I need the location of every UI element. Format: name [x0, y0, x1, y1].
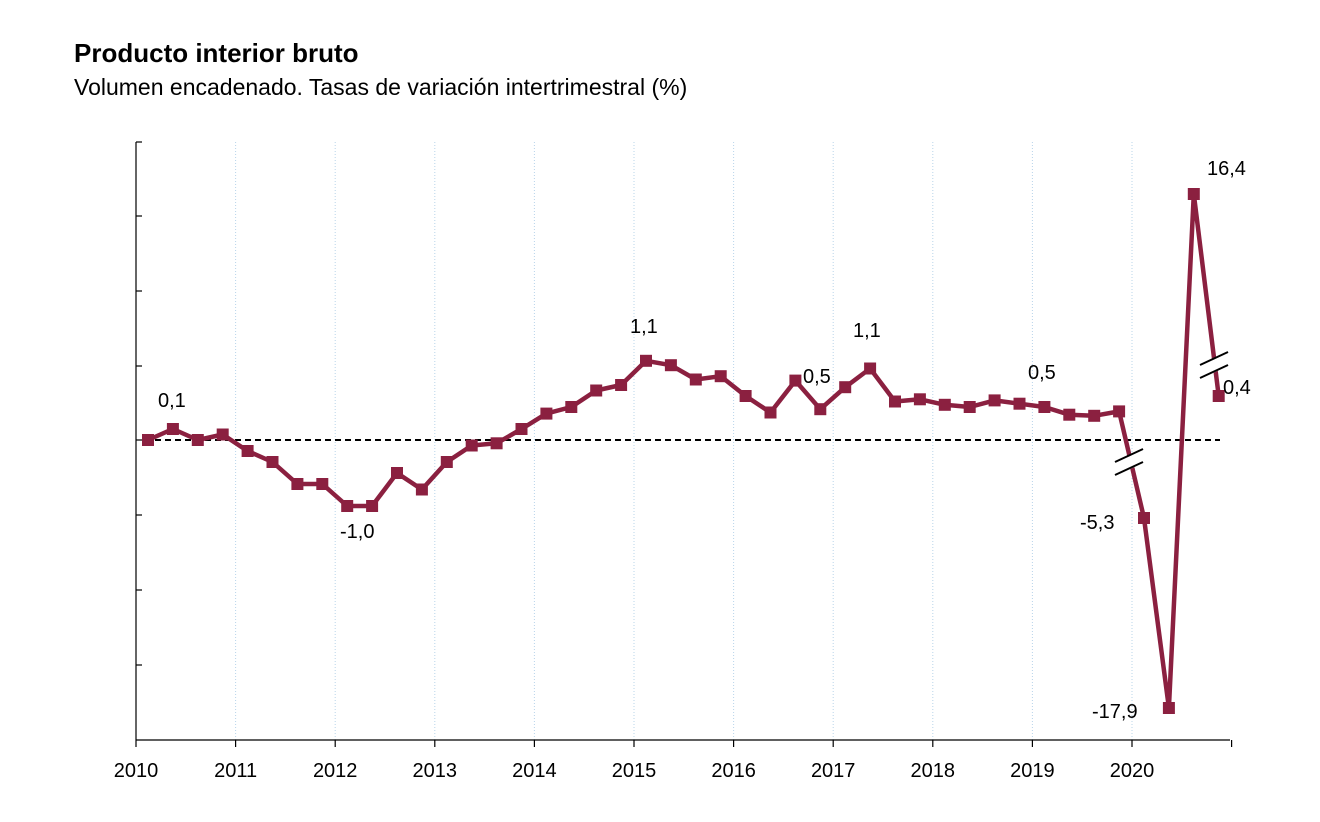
- data-point: [864, 362, 877, 375]
- data-point: [166, 423, 179, 435]
- data-label: 0,1: [158, 390, 186, 412]
- data-point: [963, 401, 976, 413]
- chart-subtitle: Volumen encadenado. Tasas de variación i…: [74, 74, 688, 100]
- data-point: [739, 390, 752, 402]
- data-point: [490, 437, 503, 450]
- data-point: [1113, 405, 1126, 418]
- data-labels: 0,1 -1,0 1,1 0,5 1,1 0,5 -5,3 -17,9 16,4 0,4: [158, 158, 1251, 723]
- x-tick-label: 2011: [214, 760, 257, 782]
- data-point: [814, 403, 827, 416]
- data-label: -17,9: [1092, 701, 1138, 723]
- data-point: [515, 423, 528, 435]
- data-point: [764, 406, 777, 419]
- data-label: 1,1: [630, 316, 658, 338]
- data-point: [391, 467, 403, 479]
- data-point: [1212, 390, 1225, 402]
- break-line: [1114, 448, 1144, 463]
- series-pib: [142, 188, 1225, 714]
- break-line: [1199, 364, 1229, 379]
- data-point: [540, 407, 553, 420]
- data-point: [1187, 188, 1200, 200]
- data-point: [590, 384, 603, 397]
- data-point: [316, 478, 329, 490]
- x-tick-label: 2016: [711, 760, 756, 782]
- x-tick-label: 2017: [811, 760, 856, 782]
- break-gap: [1198, 354, 1230, 378]
- data-label: 0,5: [803, 366, 831, 388]
- data-point: [565, 401, 578, 413]
- data-point: [1162, 702, 1175, 714]
- x-tick-label: 2019: [1010, 760, 1055, 782]
- data-label: 0,5: [1028, 362, 1056, 384]
- data-label: 1,1: [853, 320, 881, 342]
- data-label: 0,4: [1223, 377, 1251, 399]
- break-gap: [1113, 451, 1145, 475]
- data-point: [366, 500, 379, 512]
- series-line: [147, 191, 1221, 711]
- x-tick-label: 2012: [313, 760, 358, 782]
- x-tick-label: 2014: [512, 760, 557, 782]
- data-point: [1013, 397, 1026, 410]
- data-point: [714, 370, 727, 383]
- data-point: [415, 483, 428, 496]
- data-point: [913, 393, 926, 406]
- x-tick-labels: 2010 2011 2012 2013 2014 2015 2016 2017 2018 2019…: [114, 760, 1155, 782]
- data-point: [689, 373, 702, 386]
- data-point: [216, 428, 229, 441]
- chart-title: Producto interior bruto: [74, 38, 359, 68]
- data-point: [1038, 401, 1051, 413]
- grid-lines: [235, 142, 1133, 740]
- data-point: [988, 394, 1001, 407]
- x-tick-label: 2015: [612, 760, 657, 782]
- data-point: [341, 500, 354, 512]
- data-point: [938, 398, 951, 411]
- data-point: [1088, 409, 1101, 422]
- data-point: [1063, 408, 1076, 421]
- x-tick-label: 2020: [1110, 760, 1155, 782]
- break-line: [1114, 461, 1144, 476]
- data-point: [291, 478, 304, 490]
- data-point: [191, 434, 204, 446]
- data-label: 16,4: [1207, 158, 1246, 180]
- data-point: [241, 445, 254, 457]
- data-label: -5,3: [1080, 512, 1114, 534]
- axis-break-marks: [1113, 351, 1230, 476]
- data-point: [1138, 512, 1150, 524]
- data-point: [465, 439, 478, 452]
- data-point: [889, 395, 901, 408]
- x-tick-label: 2013: [413, 760, 458, 782]
- axes: [135, 141, 1233, 747]
- data-point: [664, 359, 677, 372]
- x-tick-label: 2010: [114, 760, 159, 782]
- data-point: [266, 456, 279, 468]
- data-label: -1,0: [340, 521, 374, 543]
- data-point: [640, 354, 652, 367]
- x-tick-label: 2018: [911, 760, 956, 782]
- data-point: [615, 379, 628, 391]
- data-point: [142, 434, 154, 446]
- data-point: [839, 381, 852, 394]
- data-point: [440, 456, 453, 468]
- data-point: [789, 374, 802, 387]
- break-line: [1199, 351, 1229, 366]
